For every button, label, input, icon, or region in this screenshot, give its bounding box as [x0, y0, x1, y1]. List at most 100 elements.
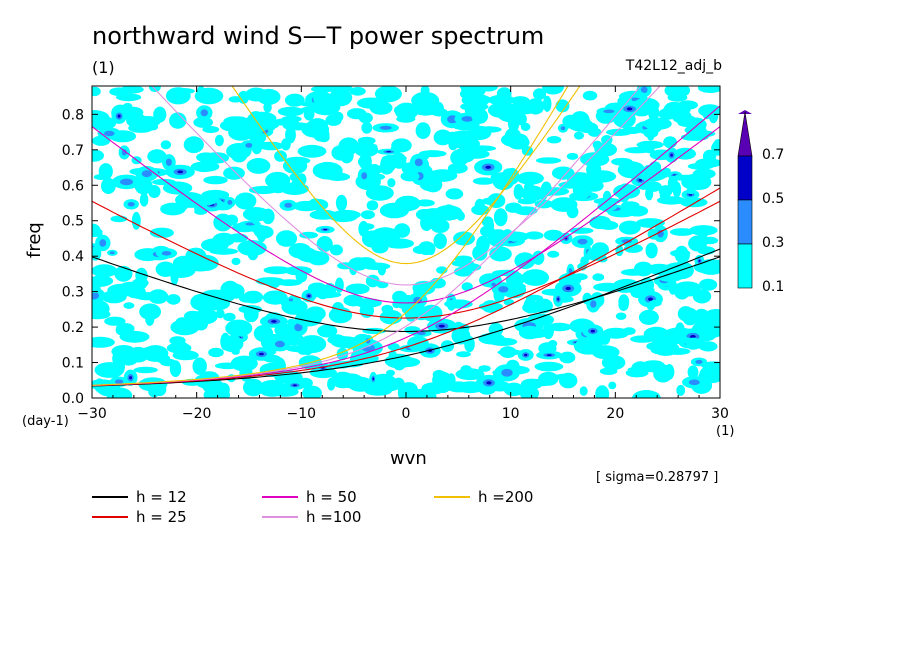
power-patch-low	[293, 200, 320, 212]
power-patch-low	[624, 147, 651, 154]
y-tick-label: 0.0	[62, 391, 84, 407]
power-patch-low	[454, 255, 473, 263]
power-patch-mid	[109, 251, 115, 255]
power-patch-low	[611, 157, 633, 166]
power-patch-low	[200, 194, 217, 206]
legend-swatch	[262, 496, 298, 498]
power-patch-low	[532, 250, 545, 265]
power-patch-low	[348, 257, 369, 271]
power-patch-low	[533, 88, 546, 100]
power-patch-low	[114, 265, 133, 282]
power-patch-low	[603, 139, 612, 147]
power-patch-low	[381, 304, 394, 314]
power-patch-low	[376, 281, 389, 289]
power-patch-mid	[379, 125, 392, 130]
power-patch-low	[545, 86, 560, 91]
power-patch-low	[280, 182, 309, 195]
power-patch-low	[292, 296, 302, 309]
power-patch-low	[392, 290, 408, 304]
power-patch-mid	[121, 149, 127, 156]
power-patch-low	[92, 116, 117, 131]
power-patch-low	[507, 135, 530, 150]
power-patch-low	[302, 385, 322, 398]
y-axis-label: freq	[24, 222, 45, 258]
power-patch-mid	[288, 298, 294, 302]
power-patch-low	[194, 87, 224, 105]
power-patch-low	[258, 141, 284, 151]
power-patch-low	[687, 162, 714, 170]
power-patch-low	[263, 266, 291, 275]
power-patch-mid	[657, 229, 664, 238]
power-patch-low	[329, 244, 343, 256]
legend-swatch	[262, 516, 298, 518]
power-patch-low	[535, 157, 562, 164]
power-patch-low	[147, 149, 167, 164]
power-patch-mid	[141, 170, 152, 178]
power-patch-low	[658, 185, 673, 198]
power-patch-low	[202, 126, 220, 133]
power-patch-low	[303, 107, 315, 121]
power-patch-low	[167, 266, 181, 274]
dispersion-curve-high-h50	[92, 126, 720, 304]
power-patch-low	[287, 318, 296, 326]
colorbar-max-triangle	[737, 111, 753, 157]
power-patch-mid	[161, 251, 172, 256]
power-patch-low	[699, 278, 718, 291]
power-patch-low	[697, 86, 720, 93]
power-patch-low	[92, 264, 118, 278]
power-patch-low	[521, 185, 545, 202]
power-patch-low	[702, 105, 712, 120]
power-patch-low	[109, 87, 129, 96]
power-patch-low	[201, 238, 229, 252]
power-patch-low	[680, 133, 709, 141]
power-patch-mid	[284, 202, 293, 208]
power-patch-low	[580, 256, 589, 266]
power-patch-low	[631, 361, 649, 376]
power-patch-low	[165, 87, 191, 105]
power-patch-low	[542, 95, 552, 112]
power-patch-low	[656, 196, 686, 205]
colorbar-level-label: 0.7	[762, 147, 785, 163]
power-patch-low	[169, 112, 187, 129]
power-patch-low	[534, 298, 553, 314]
power-patch-low	[306, 118, 329, 134]
power-patch-low	[309, 209, 338, 220]
power-patch-low	[650, 345, 674, 355]
power-patch-low	[317, 324, 338, 338]
power-patch-low	[595, 385, 610, 398]
power-patch-low	[243, 378, 264, 397]
power-patch-low	[256, 88, 281, 105]
power-patch-low	[123, 302, 135, 309]
power-patch-low	[194, 208, 208, 215]
power-patch-low	[94, 362, 125, 378]
colorbar-level-label: 0.5	[762, 191, 785, 207]
power-patch-high	[557, 297, 560, 301]
power-patch-low	[374, 379, 401, 392]
power-patch-low	[519, 385, 539, 398]
power-patch-low	[474, 198, 485, 215]
power-patch-low	[713, 139, 720, 150]
power-patch-low	[580, 152, 610, 167]
dispersion-curve-high-h25	[92, 200, 720, 319]
colorbar-level-label: 0.3	[762, 235, 785, 251]
power-patch-high	[546, 354, 552, 356]
power-patch-mid	[498, 286, 509, 293]
dispersion-curve-high-h100	[151, 86, 661, 286]
power-patch-low	[547, 250, 560, 258]
power-patch-low	[365, 185, 394, 201]
power-patch-low	[282, 332, 304, 346]
legend-label: h =100	[306, 508, 362, 526]
power-patch-low	[142, 345, 169, 362]
power-patch-mid	[120, 178, 133, 186]
power-patch-low	[392, 227, 402, 238]
power-patch-low	[256, 224, 267, 243]
power-patch-low	[496, 87, 512, 101]
power-patch-mid	[688, 379, 700, 386]
colorbar-segment	[737, 199, 753, 245]
power-patch-low	[489, 246, 512, 262]
power-patch-low	[92, 299, 110, 318]
power-patch-low	[195, 164, 212, 173]
power-patch-low	[110, 215, 128, 223]
power-patch-low	[311, 86, 334, 93]
power-patch-low	[634, 109, 650, 117]
